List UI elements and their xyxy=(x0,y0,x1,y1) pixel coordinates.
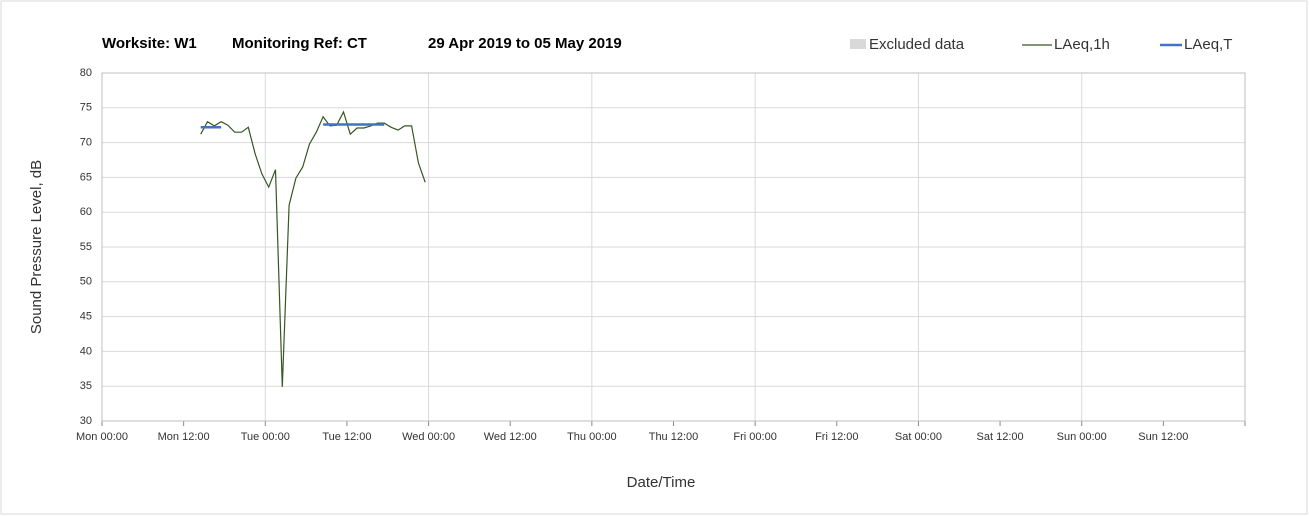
x-tick-label: Tue 00:00 xyxy=(241,431,290,443)
data-line xyxy=(200,110,426,387)
y-tick-label: 45 xyxy=(80,311,92,323)
x-tick-label: Sun 12:00 xyxy=(1138,431,1188,443)
y-tick-label: 80 xyxy=(80,67,92,79)
legend-label: LAeq,T xyxy=(1184,36,1232,53)
y-tick-label: 55 xyxy=(80,241,92,253)
legend-swatch xyxy=(850,39,866,49)
x-tick-label: Fri 00:00 xyxy=(733,431,776,443)
legend-label: LAeq,1h xyxy=(1054,36,1110,53)
x-tick-label: Mon 12:00 xyxy=(158,431,210,443)
x-axis-title: Date/Time xyxy=(627,474,696,491)
y-tick-label: 65 xyxy=(80,171,92,183)
x-tick-label: Wed 12:00 xyxy=(484,431,537,443)
chart-title: Monitoring Ref: CT xyxy=(232,35,367,52)
x-tick-label: Fri 12:00 xyxy=(815,431,858,443)
x-tick-label: Sat 12:00 xyxy=(977,431,1024,443)
plot-border xyxy=(101,72,1246,422)
legend-label: Excluded data xyxy=(869,36,965,53)
y-tick-label: 70 xyxy=(80,137,92,149)
y-tick-label: 30 xyxy=(80,415,92,427)
data-line xyxy=(200,123,385,129)
y-axis-title: Sound Pressure Level, dB xyxy=(28,160,45,334)
x-tick-label: Sat 00:00 xyxy=(895,431,942,443)
x-tick-label: Mon 00:00 xyxy=(76,431,128,443)
x-tick-label: Sun 00:00 xyxy=(1057,431,1107,443)
x-tick-label: Thu 12:00 xyxy=(649,431,699,443)
y-tick-label: 35 xyxy=(80,380,92,392)
y-tick-label: 50 xyxy=(80,276,92,288)
y-tick-label: 40 xyxy=(80,345,92,357)
chart-title: Worksite: W1 xyxy=(102,35,197,52)
chart-title: 29 Apr 2019 to 05 May 2019 xyxy=(428,35,622,52)
x-tick-label: Wed 00:00 xyxy=(402,431,455,443)
y-tick-label: 60 xyxy=(80,206,92,218)
x-tick-label: Thu 00:00 xyxy=(567,431,617,443)
x-tick-label: Tue 12:00 xyxy=(322,431,371,443)
y-tick-label: 75 xyxy=(80,102,92,114)
